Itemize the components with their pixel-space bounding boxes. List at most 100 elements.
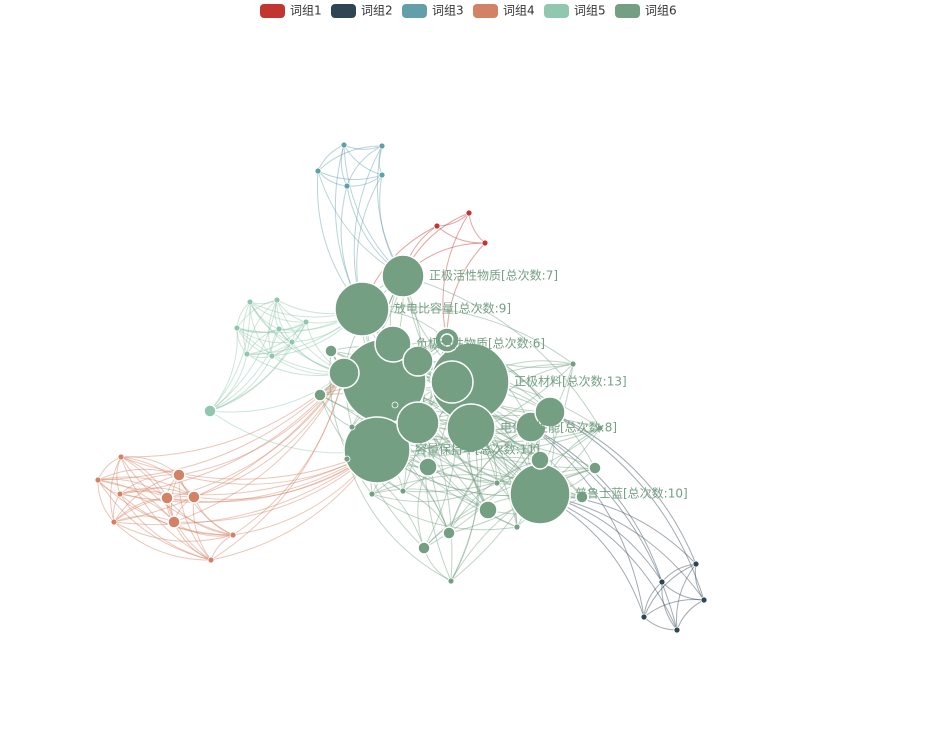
node[interactable] bbox=[368, 490, 376, 498]
legend-label[interactable]: 词组5 bbox=[574, 4, 606, 18]
node[interactable] bbox=[172, 468, 186, 482]
legend: 词组1 词组2 词组3 词组4 词组5 词组6 bbox=[260, 4, 677, 18]
edge bbox=[402, 427, 601, 493]
edge bbox=[448, 426, 532, 534]
legend-label[interactable]: 词组3 bbox=[432, 4, 464, 18]
edge bbox=[246, 328, 280, 355]
edge bbox=[209, 328, 280, 412]
node[interactable] bbox=[167, 515, 181, 529]
node[interactable] bbox=[509, 463, 571, 525]
node[interactable] bbox=[493, 479, 501, 487]
node[interactable] bbox=[233, 324, 241, 332]
edge bbox=[173, 372, 345, 523]
node[interactable] bbox=[465, 209, 473, 217]
node[interactable] bbox=[328, 357, 360, 389]
node[interactable] bbox=[446, 403, 496, 453]
edge bbox=[402, 275, 601, 429]
edge bbox=[317, 170, 383, 181]
node[interactable] bbox=[334, 281, 390, 337]
node[interactable] bbox=[378, 142, 386, 150]
node[interactable] bbox=[478, 500, 498, 520]
node[interactable] bbox=[94, 476, 102, 484]
legend-icon[interactable] bbox=[615, 4, 640, 18]
node[interactable] bbox=[378, 171, 386, 179]
node[interactable] bbox=[340, 141, 348, 149]
legend-label[interactable]: 词组6 bbox=[645, 4, 677, 18]
node[interactable] bbox=[374, 325, 412, 363]
legend-icon[interactable] bbox=[473, 4, 498, 18]
node-label: 电化学性能[总次数:8] bbox=[500, 420, 617, 435]
node[interactable] bbox=[399, 487, 407, 495]
node[interactable] bbox=[110, 518, 118, 526]
edge bbox=[236, 327, 293, 344]
node[interactable] bbox=[302, 318, 310, 326]
node[interactable] bbox=[433, 222, 441, 230]
node[interactable] bbox=[268, 352, 276, 360]
node[interactable] bbox=[391, 401, 399, 409]
edge bbox=[120, 456, 175, 523]
node[interactable] bbox=[418, 457, 438, 477]
node[interactable] bbox=[117, 453, 125, 461]
node[interactable] bbox=[187, 490, 201, 504]
legend-icon[interactable] bbox=[260, 4, 285, 18]
node[interactable] bbox=[692, 560, 700, 568]
node[interactable] bbox=[348, 423, 356, 431]
node[interactable] bbox=[396, 401, 440, 445]
node[interactable] bbox=[513, 523, 521, 531]
node[interactable] bbox=[534, 396, 566, 428]
node[interactable] bbox=[381, 254, 425, 298]
edge bbox=[246, 341, 293, 355]
node[interactable] bbox=[700, 596, 708, 604]
node[interactable] bbox=[160, 491, 174, 505]
edge bbox=[530, 426, 678, 631]
node[interactable] bbox=[343, 416, 411, 484]
node[interactable] bbox=[288, 338, 296, 346]
node[interactable] bbox=[575, 490, 589, 504]
node[interactable] bbox=[243, 350, 251, 358]
node[interactable] bbox=[442, 526, 456, 540]
node[interactable] bbox=[207, 556, 215, 564]
legend-icon[interactable] bbox=[402, 4, 427, 18]
node[interactable] bbox=[343, 182, 351, 190]
node[interactable] bbox=[569, 360, 577, 368]
node[interactable] bbox=[402, 345, 434, 377]
node[interactable] bbox=[343, 455, 351, 463]
edge bbox=[209, 355, 273, 412]
node[interactable] bbox=[530, 450, 550, 470]
edge bbox=[236, 321, 307, 333]
node[interactable] bbox=[229, 531, 237, 539]
legend-label[interactable]: 词组2 bbox=[361, 4, 393, 18]
node[interactable] bbox=[673, 626, 681, 634]
legend-label[interactable]: 词组4 bbox=[503, 4, 535, 18]
edge bbox=[120, 449, 378, 480]
node[interactable] bbox=[203, 404, 217, 418]
edge bbox=[209, 299, 278, 412]
node[interactable] bbox=[430, 360, 474, 404]
node[interactable] bbox=[640, 613, 648, 621]
node[interactable] bbox=[588, 461, 602, 475]
node[interactable] bbox=[313, 388, 327, 402]
legend-icon[interactable] bbox=[544, 4, 569, 18]
edge bbox=[402, 490, 450, 534]
node[interactable] bbox=[658, 578, 666, 586]
node[interactable] bbox=[447, 577, 455, 585]
node[interactable] bbox=[481, 239, 489, 247]
legend-icon[interactable] bbox=[331, 4, 356, 18]
node[interactable] bbox=[314, 167, 322, 175]
edge bbox=[120, 456, 212, 561]
node[interactable] bbox=[417, 541, 431, 555]
node[interactable] bbox=[246, 298, 254, 306]
node[interactable] bbox=[273, 296, 281, 304]
legend-label[interactable]: 词组1 bbox=[290, 4, 322, 18]
edge bbox=[209, 341, 293, 412]
node[interactable] bbox=[324, 344, 338, 358]
node[interactable] bbox=[596, 424, 604, 432]
edge bbox=[209, 301, 251, 412]
edge bbox=[178, 372, 345, 476]
node[interactable] bbox=[116, 490, 124, 498]
node[interactable] bbox=[440, 333, 454, 347]
edge bbox=[676, 599, 705, 631]
node-label: 负极活性物质[总次数:6] bbox=[416, 336, 545, 351]
edge bbox=[97, 479, 212, 561]
node[interactable] bbox=[275, 325, 283, 333]
